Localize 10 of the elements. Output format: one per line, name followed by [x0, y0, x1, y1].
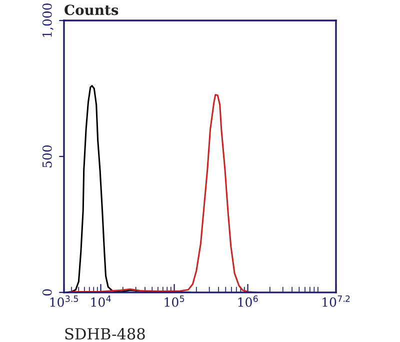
y-tick-label: 1,000 [42, 3, 54, 37]
x-tick-label: 10$^{7.2}$ [322, 295, 350, 307]
y-tick-label: 500 [42, 145, 52, 168]
x-tick-label: 10$^{5}$ [164, 296, 184, 307]
x-axis-title: SDHB-488 [65, 328, 145, 340]
y-tick-label: 0 [42, 289, 52, 296]
x-tick-label: 10$^{6}$ [238, 295, 258, 307]
x-tick-label: 10$^{3.5}$ [50, 295, 78, 307]
y-axis-title: Counts [64, 4, 118, 16]
x-tick-label: 10$^{4}$ [91, 296, 111, 307]
